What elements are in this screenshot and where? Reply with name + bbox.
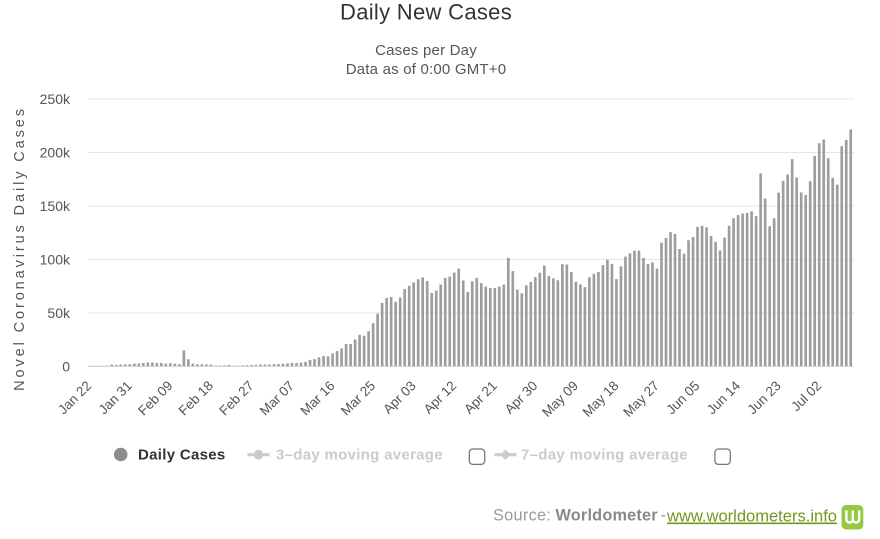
svg-text:150k: 150k [40, 198, 71, 214]
svg-text:100k: 100k [40, 252, 71, 268]
svg-text:50k: 50k [47, 305, 71, 321]
svg-text:0: 0 [62, 359, 70, 375]
svg-text:Worldometer: Worldometer [556, 507, 659, 525]
svg-text:-: - [661, 507, 666, 525]
svg-text:www.worldometers.info: www.worldometers.info [666, 508, 837, 526]
svg-text:250k: 250k [40, 91, 71, 107]
svg-text:Daily New Cases: Daily New Cases [340, 0, 512, 25]
svg-text:Daily Cases: Daily Cases [138, 446, 226, 463]
svg-text:Cases per Day: Cases per Day [375, 42, 477, 59]
svg-text:7–day moving average: 7–day moving average [521, 446, 688, 463]
svg-text:3–day moving average: 3–day moving average [276, 446, 443, 463]
svg-text:Source:: Source: [493, 507, 551, 525]
svg-text:Data as of 0:00 GMT+0: Data as of 0:00 GMT+0 [346, 61, 507, 78]
svg-text:Novel Coronavirus Daily Cases: Novel Coronavirus Daily Cases [12, 106, 28, 391]
svg-text:200k: 200k [40, 145, 71, 161]
